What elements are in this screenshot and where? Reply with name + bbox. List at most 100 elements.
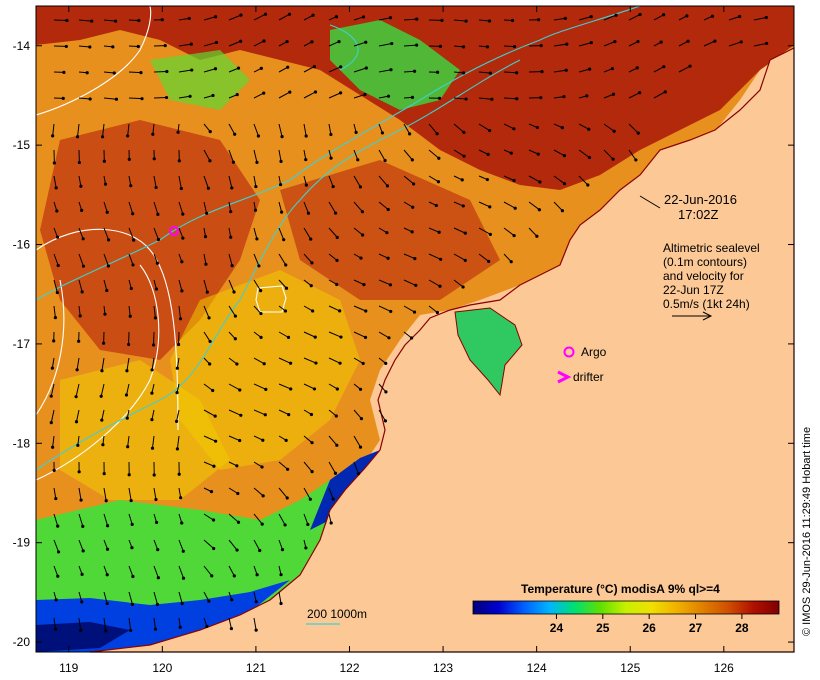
velocity-arrow-head [165,69,169,74]
velocity-arrow [303,123,307,137]
velocity-arrow [153,305,156,318]
velocity-arrow [303,331,316,338]
velocity-arrow [253,13,266,21]
y-tick-label: -15 [13,138,31,152]
cool-water-patch-north-2 [150,50,250,110]
velocity-arrow [178,539,184,552]
velocity-arrow [278,357,291,364]
velocity-arrow-head [488,205,492,209]
velocity-arrow-head [154,185,158,190]
velocity-arrow-head [513,206,517,210]
velocity-arrow-head [238,388,242,392]
velocity-arrow-head [126,134,130,138]
velocity-arrow-head [384,390,388,394]
velocity-arrow-head [289,387,293,391]
isobath-1000m [35,59,521,471]
velocity-arrow [253,383,267,390]
velocity-arrow-head [175,391,179,395]
velocity-arrow [278,253,287,266]
contour-line [35,5,152,116]
velocity-arrow [278,279,287,289]
velocity-arrow-head [535,125,539,130]
velocity-arrow-head [181,576,186,580]
velocity-arrow [453,19,467,22]
velocity-arrow-head [329,156,333,160]
velocity-arrow-head [563,16,567,20]
velocity-arrow-head [410,95,415,100]
velocity-arrow-head [80,600,84,604]
velocity-arrow [203,201,208,214]
velocity-arrow [403,18,417,21]
drifter-legend-label: drifter [573,370,604,384]
velocity-arrow-head [386,256,390,260]
velocity-arrow [303,14,314,21]
velocity-arrow [103,279,108,291]
velocity-arrow-head [509,151,513,155]
velocity-arrow-head [383,158,387,163]
velocity-arrow [278,513,286,526]
velocity-arrow-head [363,335,368,339]
velocity-arrow-head [150,418,154,422]
x-tick-label: 125 [620,661,640,675]
velocity-arrow-head [210,574,214,578]
velocity-arrow [403,253,416,260]
velocity-arrow-head [235,548,239,552]
velocity-arrow [328,487,334,500]
velocity-arrow-head [661,13,666,17]
velocity-arrow [128,513,133,525]
velocity-arrow [503,97,517,100]
velocity-arrow-head [356,472,361,476]
velocity-arrow [528,175,541,183]
velocity-arrow-head [713,39,717,43]
velocity-arrow-head [211,93,215,98]
velocity-arrow [378,201,389,210]
velocity-arrow-head [127,157,131,161]
velocity-arrow-head [263,12,268,16]
velocity-arrow-head [310,261,314,265]
velocity-arrow-head [415,43,419,47]
velocity-arrow-head [512,178,516,183]
velocity-arrow-head [75,368,79,372]
velocity-arrow [353,461,359,474]
velocity-arrow-head [313,335,317,339]
velocity-arrow [228,40,241,47]
y-tick-label: -19 [13,536,31,550]
velocity-arrow [353,279,365,286]
velocity-arrow-head [53,627,58,631]
velocity-arrow [678,40,689,47]
velocity-arrow [103,97,117,100]
velocity-arrow-head [129,286,133,291]
velocity-arrow-head [614,13,618,17]
velocity-arrow-head [233,132,237,136]
velocity-arrow-head [462,130,466,135]
velocity-arrow [228,513,239,523]
velocity-arrow [203,461,215,467]
velocity-arrow-head [463,231,467,235]
velocity-arrow-head [308,497,312,501]
velocity-arrow-head [485,45,490,49]
velocity-arrow [128,19,139,22]
velocity-arrow [303,201,309,214]
velocity-arrow-head [104,499,108,503]
velocity-arrow-head [364,309,368,313]
velocity-arrow [128,71,141,74]
velocity-arrow-head [52,339,56,343]
velocity-arrow [628,123,639,134]
velocity-arrow [578,68,590,73]
velocity-arrow-head [233,337,237,341]
velocity-arrow [153,227,159,240]
velocity-arrow-head [585,94,589,98]
velocity-arrow-head [213,15,218,19]
velocity-arrow-head [286,335,291,339]
velocity-arrow-head [537,18,541,22]
velocity-arrow-head [154,497,158,502]
velocity-arrow [303,305,313,312]
velocity-arrow-head [413,256,417,261]
velocity-arrow-head [136,44,140,49]
velocity-arrow-head [76,443,80,447]
velocity-arrow-head [102,471,106,476]
date-pointer-line [639,195,661,209]
velocity-arrow [328,357,341,364]
velocity-arrow [378,175,388,187]
